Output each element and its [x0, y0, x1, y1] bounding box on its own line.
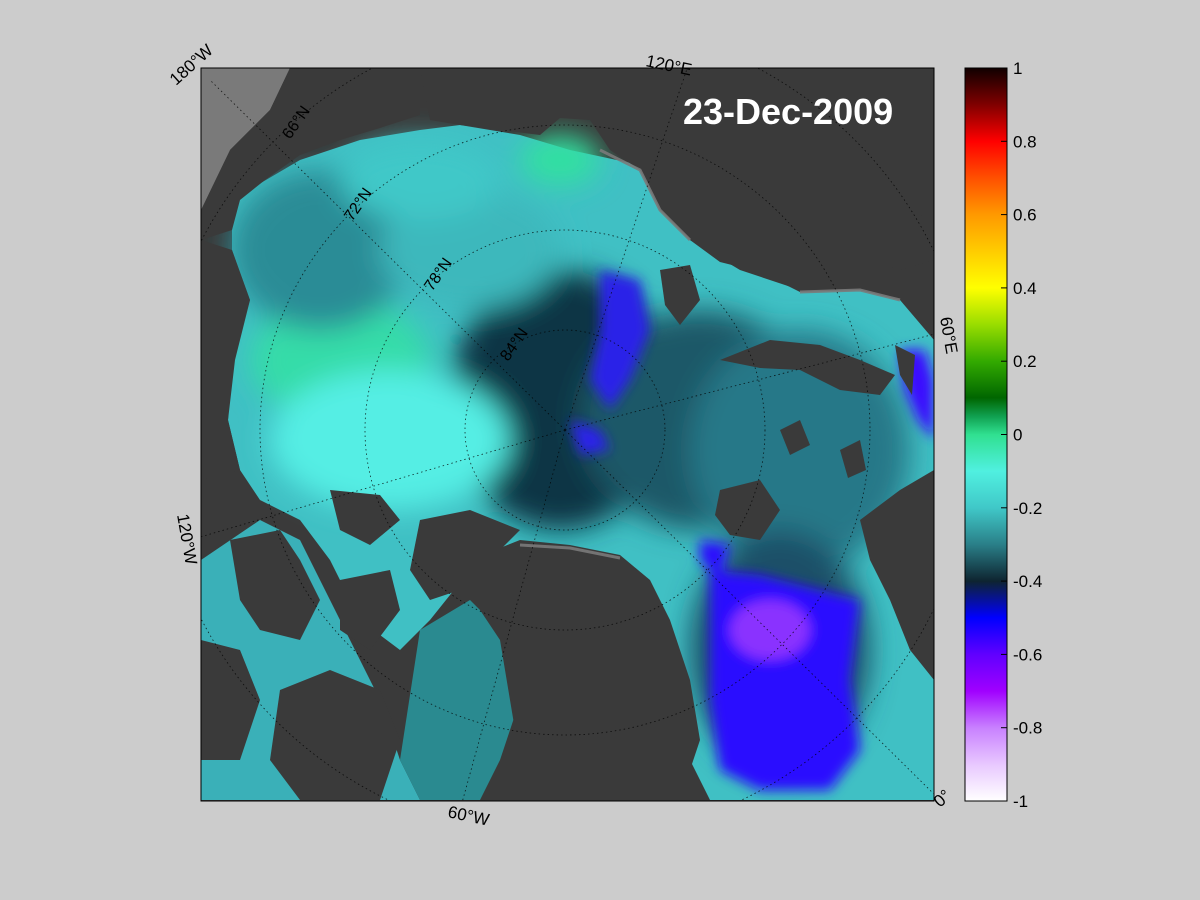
lon-label-60w: 60°W [446, 802, 491, 829]
colorbar-tick-label: 0.2 [1013, 352, 1037, 371]
colorbar-tick-label: -0.4 [1013, 572, 1042, 591]
colorbar-gradient [964, 67, 1008, 802]
colorbar-tick-label: -1 [1013, 792, 1028, 811]
meridian-180 [209, 79, 566, 431]
colorbar-tick-label: 1 [1013, 59, 1022, 78]
meridian-60w [462, 429, 566, 801]
colorbar-tick-label: 0.8 [1013, 132, 1037, 151]
colorbar-tick-label: 0 [1013, 426, 1022, 445]
map-panel: 66°N 72°N 78°N 84°N 23-Dec-2009 [201, 68, 934, 801]
low-ice-regions [570, 270, 934, 790]
colorbar-ticks: 1 0.8 0.6 0.4 0.2 0 -0.2 -0.4 -0.6 -0.8 -1 [1001, 59, 1042, 811]
lat-circle-78n [364, 229, 766, 631]
colorbar: 1 0.8 0.6 0.4 0.2 0 -0.2 -0.4 -0.6 -0.8 -1 [964, 59, 1042, 811]
lat-circle-72n [259, 124, 871, 736]
colorbar-tick-label: 0.6 [1013, 206, 1037, 225]
colorbar-tick-label: -0.2 [1013, 499, 1042, 518]
graticule [201, 68, 934, 801]
lat-circle-84n [464, 329, 666, 531]
lon-label-120w: 120°W [173, 512, 201, 566]
coastline-fringe [519, 148, 901, 560]
land-masses [201, 68, 934, 800]
meridian-120e [564, 68, 688, 431]
colorbar-tick-label: -0.6 [1013, 645, 1042, 664]
meridian-60e [564, 333, 934, 431]
date-label: 23-Dec-2009 [683, 91, 893, 132]
map-frame [200, 67, 935, 802]
colorbar-tick-label: 0.4 [1013, 279, 1037, 298]
colorbar-tick-label: -0.8 [1013, 719, 1042, 738]
lon-label-60e: 60°E [936, 315, 961, 355]
